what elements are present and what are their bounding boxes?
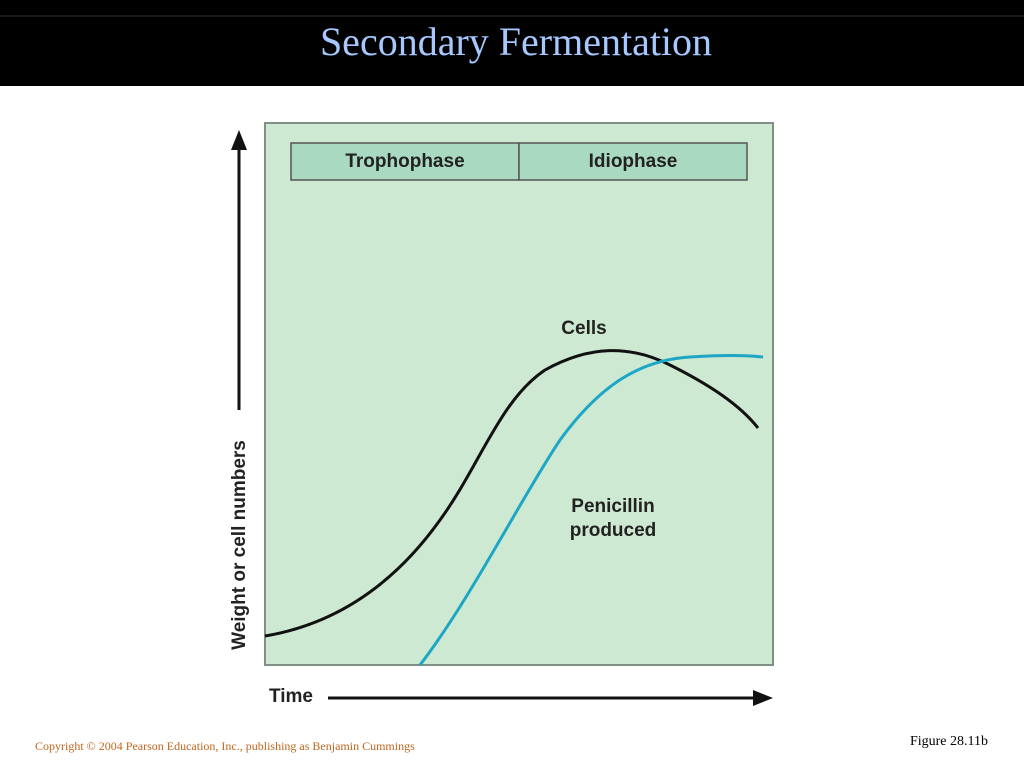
arrowhead bbox=[753, 690, 773, 706]
curve-label: produced bbox=[570, 520, 657, 541]
phase-box bbox=[290, 142, 520, 181]
figure-ref: Figure 28.11b bbox=[910, 734, 988, 749]
curve-label: Penicillin bbox=[571, 496, 654, 517]
arrowhead bbox=[231, 130, 247, 150]
phase-label: Idiophase bbox=[589, 151, 678, 172]
x-axis-label: Time bbox=[269, 686, 313, 707]
title-bar bbox=[0, 0, 1024, 86]
slide-title: Secondary Fermentation bbox=[320, 19, 712, 64]
y-axis-label: Weight or cell numbers bbox=[229, 440, 250, 650]
phase-box bbox=[518, 142, 748, 181]
penicillin-curve bbox=[418, 354, 764, 666]
copyright: Copyright © 2004 Pearson Education, Inc.… bbox=[35, 739, 415, 753]
curve-label: Cells bbox=[561, 318, 606, 339]
cells-curve bbox=[264, 349, 760, 638]
phase-label: Trophophase bbox=[345, 151, 464, 172]
